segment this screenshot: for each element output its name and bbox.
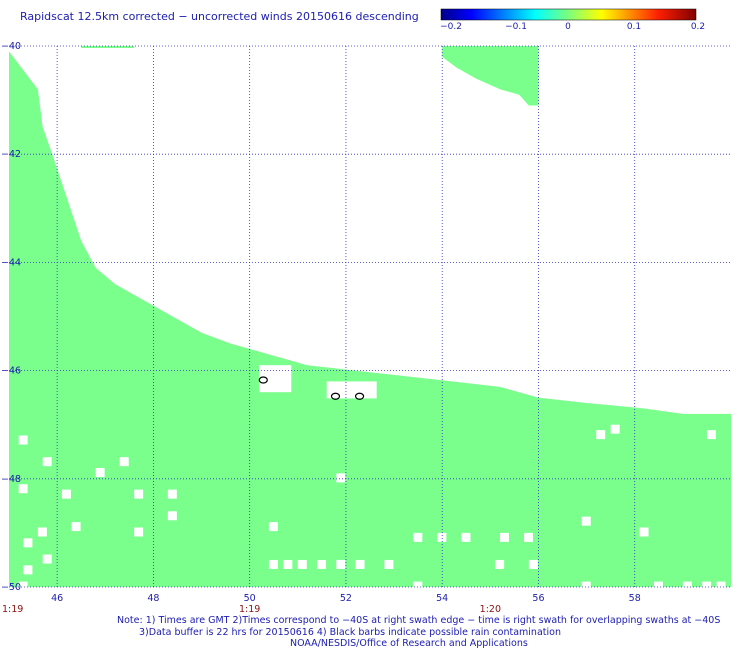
x-tick-label: 46 <box>51 593 63 604</box>
swath-field <box>9 51 731 588</box>
missing-cell <box>384 559 394 569</box>
missing-cell <box>268 559 278 569</box>
missing-cell <box>18 484 28 494</box>
colorbar-label: 0.1 <box>626 22 642 32</box>
footer-credit: NOAA/NESDIS/Office of Research and Appli… <box>290 638 528 649</box>
missing-cell <box>524 532 534 542</box>
rain-marker <box>354 392 365 400</box>
y-tick-label: −50 <box>1 582 21 593</box>
rain-marker <box>330 392 341 400</box>
time-label: 1:20 <box>480 604 501 615</box>
swath-patch-ne <box>442 46 539 106</box>
missing-cell <box>37 527 47 537</box>
footer-note-2: 3)Data buffer is 22 hrs for 20150616 4) … <box>139 627 561 638</box>
missing-cell <box>596 430 606 440</box>
missing-cell <box>461 532 471 542</box>
missing-cell <box>499 532 509 542</box>
y-tick-label: −46 <box>1 366 21 377</box>
colorbar-label: −0.2 <box>440 22 462 32</box>
missing-cell <box>581 516 591 526</box>
colorbar-label: 0 <box>565 22 571 32</box>
missing-cell <box>716 581 726 591</box>
missing-cell <box>119 457 129 467</box>
x-tick-label: 52 <box>340 593 352 604</box>
missing-cell <box>297 559 307 569</box>
swath-strip <box>81 46 135 48</box>
missing-cell <box>495 559 505 569</box>
missing-cell <box>706 430 716 440</box>
missing-cell <box>259 365 292 393</box>
missing-cell <box>167 511 177 521</box>
y-tick-label: −40 <box>1 41 21 52</box>
missing-cell <box>23 538 33 548</box>
time-label: 1:19 <box>239 604 260 615</box>
missing-cell <box>413 581 423 591</box>
missing-cell <box>167 489 177 499</box>
y-tick-label: −42 <box>1 149 21 160</box>
missing-cell <box>268 522 278 532</box>
y-tick-label: −48 <box>1 474 21 485</box>
time-label: 1:19 <box>2 604 23 615</box>
missing-cell <box>528 559 538 569</box>
x-tick-label: 58 <box>629 593 641 604</box>
missing-cell <box>95 467 105 477</box>
x-tick-label: 48 <box>147 593 159 604</box>
missing-cell <box>134 527 144 537</box>
missing-cell <box>61 489 71 499</box>
rain-marker <box>258 376 268 384</box>
missing-cell <box>682 581 692 591</box>
missing-cell <box>610 424 620 434</box>
missing-cell <box>71 522 81 532</box>
missing-cell <box>336 559 346 569</box>
missing-cell <box>653 581 663 591</box>
missing-cell <box>134 489 144 499</box>
colorbar-label: 0.2 <box>690 22 706 32</box>
chart-title: Rapidscat 12.5km corrected − uncorrected… <box>20 10 419 23</box>
missing-cell <box>42 457 52 467</box>
missing-cell <box>437 532 447 542</box>
missing-cell <box>18 435 28 445</box>
missing-cell <box>42 554 52 564</box>
missing-cell <box>413 532 423 542</box>
missing-cell <box>581 581 591 591</box>
colorbar-label: −0.1 <box>505 22 527 32</box>
footer-note-1: Note: 1) Times are GMT 2)Times correspon… <box>117 615 721 626</box>
x-tick-label: 54 <box>436 593 448 604</box>
missing-cell <box>639 527 649 537</box>
colorbar <box>440 8 697 21</box>
y-tick-label: −44 <box>1 257 21 268</box>
missing-cell <box>18 581 28 591</box>
missing-cell <box>317 559 327 569</box>
missing-cell <box>23 565 33 575</box>
missing-cell <box>283 559 293 569</box>
missing-cell <box>355 559 365 569</box>
x-tick-label: 50 <box>244 593 256 604</box>
missing-cell <box>702 581 712 591</box>
x-tick-label: 56 <box>532 593 544 604</box>
missing-cell <box>326 381 377 399</box>
missing-cell <box>336 473 346 483</box>
